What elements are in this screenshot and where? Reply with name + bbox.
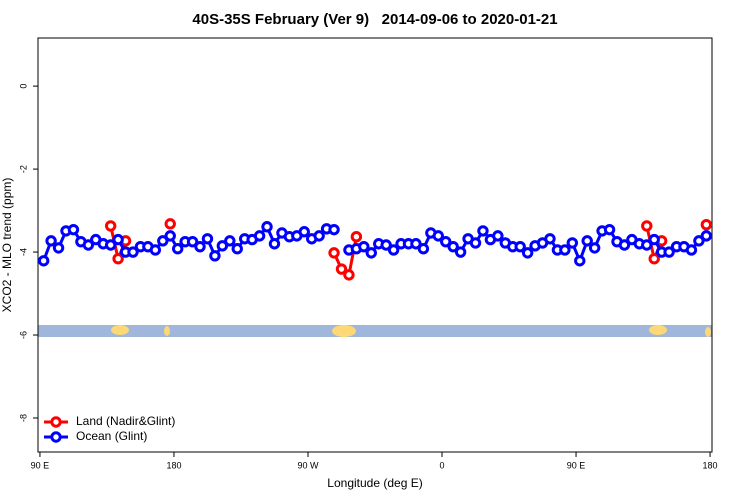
data-point [514, 240, 526, 253]
data-point [432, 230, 444, 242]
data-point [574, 255, 586, 267]
data-point [685, 244, 698, 256]
data-point [365, 247, 377, 259]
plot-frame [37, 37, 713, 453]
data-point [253, 230, 266, 242]
data-point [469, 237, 482, 249]
data-point [559, 244, 571, 256]
data-point [328, 247, 340, 259]
data-point [648, 252, 660, 265]
x-tick-label: 90 W [297, 460, 319, 470]
data-point [544, 233, 556, 245]
data-point [700, 218, 713, 231]
data-point [328, 223, 340, 236]
data-point [104, 239, 117, 251]
data-point [492, 230, 504, 242]
legend-label: Ocean (Glint) [76, 429, 147, 443]
data-point [343, 269, 355, 281]
data-point [313, 230, 325, 242]
y-tick-label: -2 [18, 165, 28, 173]
data-point [231, 243, 243, 255]
land-shape [111, 325, 129, 335]
data-point [387, 244, 400, 256]
data-point [268, 238, 281, 250]
data-point [447, 240, 459, 253]
data-point [648, 233, 660, 246]
y-tick-label: 0 [18, 84, 28, 89]
land-shape [332, 325, 356, 337]
data-point [566, 237, 579, 249]
data-point [641, 239, 653, 251]
land-shape [164, 326, 170, 336]
data-point [52, 242, 65, 254]
data-point [350, 231, 363, 243]
data-point [186, 235, 199, 248]
data-point [641, 220, 653, 232]
data-point [171, 243, 184, 255]
data-point [298, 226, 310, 238]
data-point [201, 233, 214, 245]
data-point [67, 223, 80, 236]
x-tick-label: 90 E [31, 460, 50, 470]
data-point [216, 240, 229, 252]
data-point [37, 255, 50, 267]
ocean-strip [38, 325, 712, 337]
data-point [149, 244, 162, 256]
data-point [410, 238, 422, 250]
data-point [45, 235, 57, 247]
land-shape [705, 327, 711, 337]
data-point [209, 250, 221, 262]
x-tick-label: 180 [703, 460, 718, 470]
data-point [454, 246, 467, 258]
map-strip [38, 325, 712, 337]
data-point [112, 252, 124, 265]
y-tick-label: -4 [18, 248, 28, 256]
data-point [663, 246, 675, 258]
data-point [700, 230, 713, 242]
legend-marker [50, 416, 62, 428]
data-point [261, 221, 273, 233]
data-point [164, 218, 176, 230]
data-point [112, 233, 124, 246]
data-point [358, 240, 370, 253]
legend-label: Land (Nadir&Glint) [76, 414, 175, 428]
data-point [521, 247, 534, 259]
y-tick-label: -6 [18, 331, 28, 339]
data-point [618, 239, 631, 251]
data-point [440, 235, 452, 248]
x-axis-label: Longitude (deg E) [327, 476, 422, 490]
data-point [164, 230, 176, 242]
data-point [603, 223, 616, 236]
y-axis-label: XCO2 - MLO trend (ppm) [0, 178, 14, 313]
legend-marker [50, 431, 62, 443]
x-tick-label: 0 [440, 460, 445, 470]
data-point [477, 225, 489, 237]
data-point [417, 243, 430, 255]
chart-title: 40S-35S February (Ver 9) 2014-09-06 to 2… [192, 11, 557, 28]
data-point [581, 235, 593, 247]
data-point [82, 239, 95, 251]
data-point [380, 239, 392, 251]
x-tick-label: 180 [166, 460, 181, 470]
data-point [157, 235, 169, 247]
data-point [588, 242, 601, 254]
land-shape [649, 325, 667, 335]
data-point [693, 235, 705, 247]
data-point [127, 246, 139, 258]
data-point [224, 235, 236, 247]
x-tick-label: 90 E [567, 460, 586, 470]
data-point [335, 263, 348, 275]
data-point [194, 240, 206, 253]
y-tick-label: -8 [18, 414, 28, 422]
data-point [104, 220, 117, 232]
